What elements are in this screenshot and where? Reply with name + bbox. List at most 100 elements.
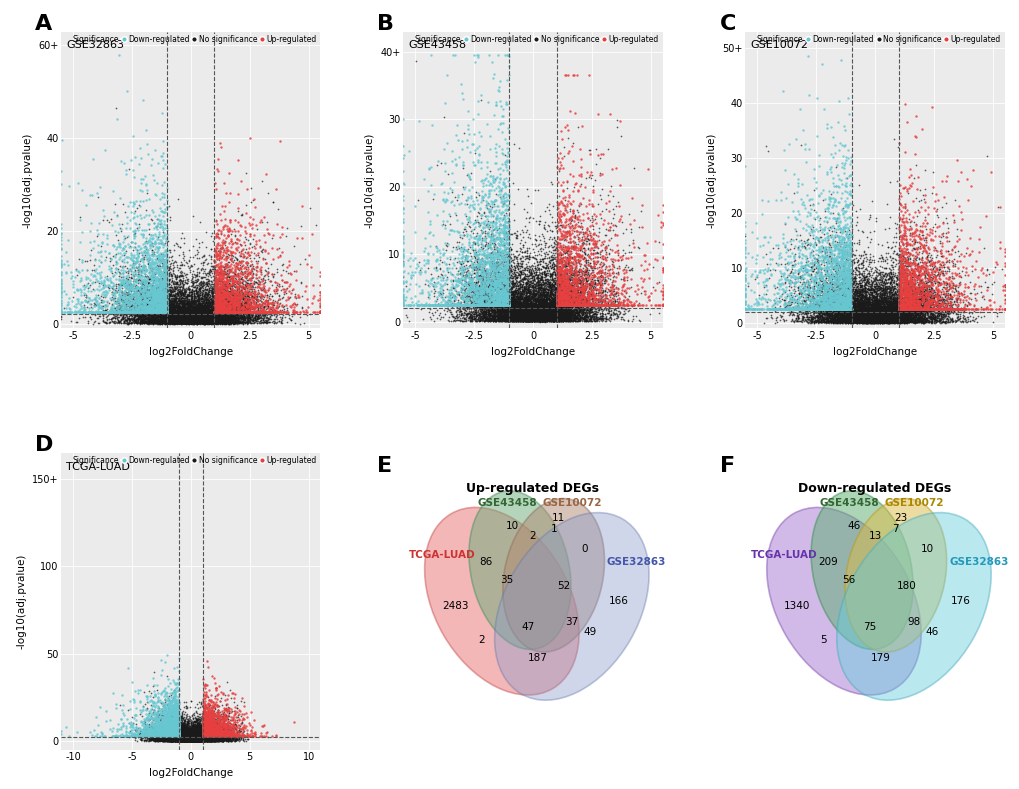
Point [224, 308, 240, 321]
Point [157, 730, 173, 742]
Point [205, 731, 221, 744]
Point [852, 294, 868, 306]
Point [800, 282, 816, 295]
Point [461, 290, 477, 302]
Point [225, 305, 242, 318]
Point [162, 727, 178, 740]
Point [229, 267, 246, 279]
Point [827, 275, 844, 288]
Point [838, 299, 854, 312]
Point [895, 310, 911, 323]
Point [847, 287, 863, 300]
Point [168, 305, 184, 317]
Point [177, 733, 194, 746]
Point [199, 301, 215, 313]
Point [500, 288, 517, 301]
Point [102, 723, 118, 735]
Point [481, 310, 497, 323]
Point [850, 305, 866, 317]
Point [154, 305, 170, 318]
Point [226, 297, 243, 309]
Point [189, 734, 205, 746]
Point [808, 296, 824, 308]
Point [512, 307, 528, 320]
Point [787, 232, 803, 245]
Point [174, 731, 191, 744]
Point [899, 303, 915, 316]
Point [893, 307, 909, 320]
Point [842, 301, 858, 314]
Point [443, 278, 460, 290]
Point [169, 731, 185, 743]
Point [469, 252, 485, 265]
Point [591, 258, 607, 271]
Point [169, 305, 185, 317]
Point [864, 306, 880, 319]
Point [135, 314, 151, 327]
Point [834, 298, 850, 311]
Point [517, 273, 533, 286]
Point [167, 735, 183, 747]
Point [570, 256, 586, 268]
Point [899, 278, 915, 290]
Point [556, 282, 573, 295]
Point [202, 728, 218, 741]
Point [859, 294, 875, 307]
Point [197, 725, 213, 738]
Point [870, 304, 887, 316]
Point [502, 242, 519, 255]
Point [553, 298, 570, 311]
Point [485, 297, 501, 309]
Point [898, 261, 914, 274]
Point [166, 722, 182, 735]
Point [518, 308, 534, 321]
Point [522, 314, 538, 327]
Point [221, 290, 237, 302]
Point [550, 304, 567, 316]
Point [538, 275, 554, 288]
Point [945, 303, 961, 316]
Point [129, 305, 146, 318]
Point [394, 224, 411, 237]
Point [246, 285, 262, 297]
Point [167, 730, 183, 742]
Point [163, 721, 179, 734]
Point [186, 305, 203, 318]
Point [609, 295, 626, 308]
Point [166, 726, 182, 739]
Point [547, 282, 564, 294]
Point [216, 315, 232, 327]
Point [157, 719, 173, 731]
Point [845, 309, 861, 322]
Point [568, 289, 584, 301]
Point [167, 734, 183, 746]
Point [234, 311, 251, 323]
Point [538, 286, 554, 299]
Point [217, 307, 233, 320]
Point [537, 308, 553, 320]
Point [808, 303, 824, 316]
Point [196, 723, 212, 735]
Point [898, 271, 914, 283]
Point [167, 728, 183, 741]
Point [192, 713, 208, 726]
Point [183, 295, 200, 308]
Point [500, 298, 517, 311]
Point [413, 302, 429, 315]
Point [537, 308, 553, 321]
Point [150, 314, 166, 327]
Point [862, 306, 878, 319]
Point [491, 297, 507, 309]
Point [98, 305, 114, 318]
Point [183, 735, 200, 747]
Point [164, 729, 180, 742]
Point [224, 296, 240, 308]
Point [845, 316, 861, 328]
Point [910, 279, 926, 291]
Point [228, 291, 245, 304]
Point [153, 730, 169, 742]
Point [116, 305, 132, 317]
Point [541, 301, 557, 314]
Point [145, 305, 161, 318]
Point [837, 301, 853, 313]
